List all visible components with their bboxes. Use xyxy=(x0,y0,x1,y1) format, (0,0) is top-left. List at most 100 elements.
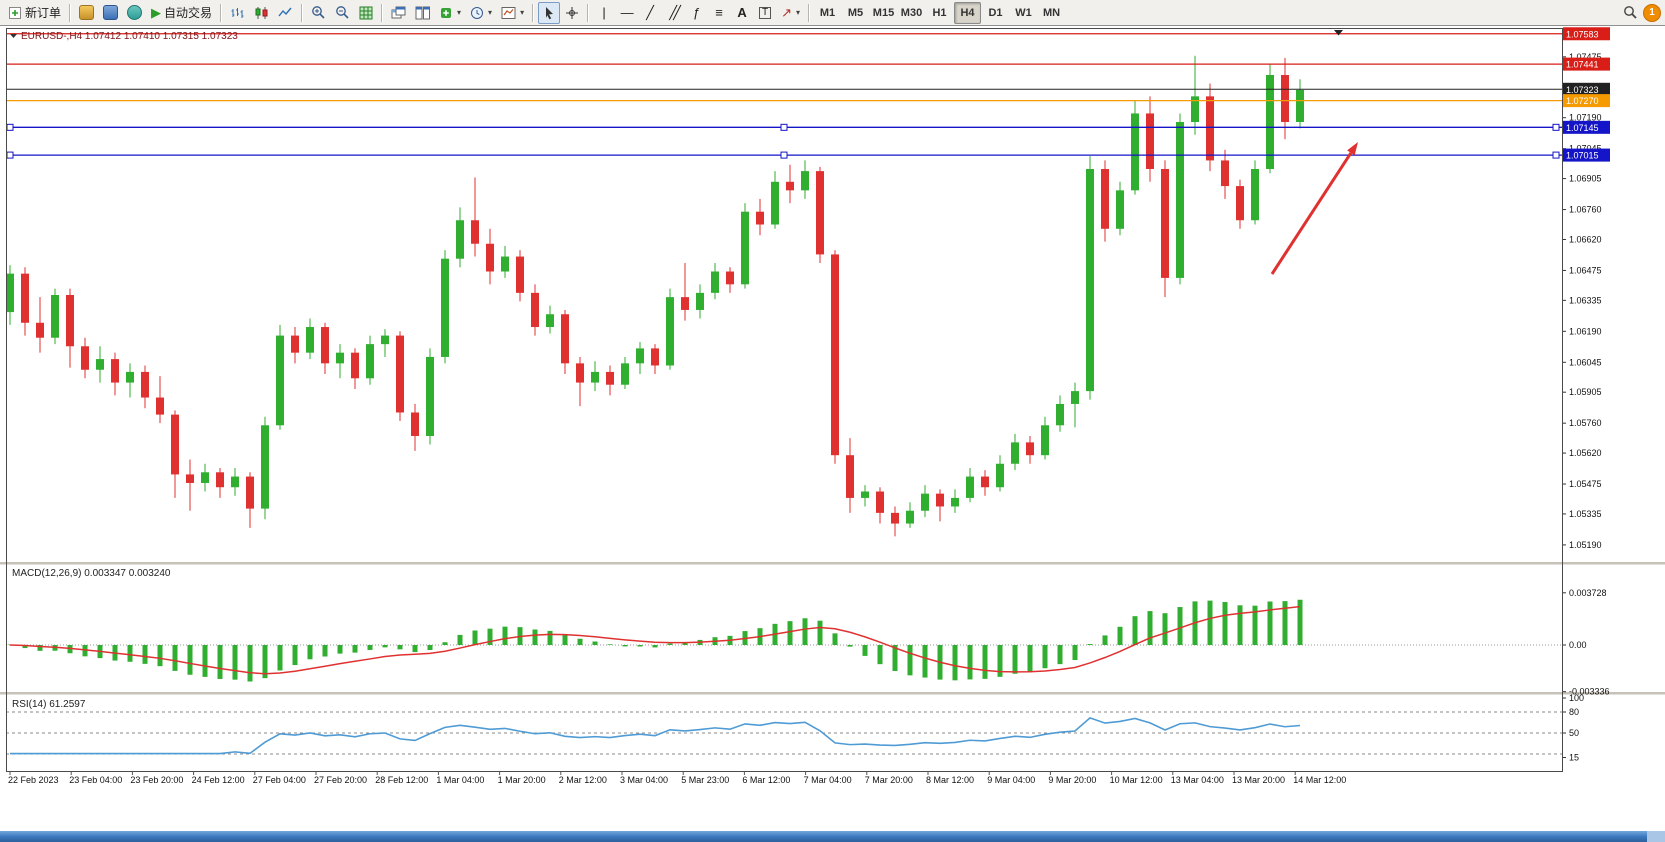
channel-icon: ╱╱ xyxy=(669,5,680,20)
toolbar-separator xyxy=(532,3,535,22)
timeframe-d1[interactable]: D1 xyxy=(982,2,1009,24)
price-axis[interactable]: 1.074751.073301.071901.070451.069051.067… xyxy=(1562,27,1610,763)
price-tick: 1.06335 xyxy=(1569,295,1602,305)
timeframe-m15[interactable]: M15 xyxy=(870,2,897,24)
text-tool-button[interactable]: A xyxy=(731,2,753,24)
rsi-axis-label: 100 xyxy=(1569,693,1584,703)
community-button[interactable] xyxy=(123,2,146,24)
price-tick: 1.05335 xyxy=(1569,509,1602,519)
price-tag-1.07145 xyxy=(1563,120,1610,134)
crosshair-tool-button[interactable] xyxy=(561,2,583,24)
toolbar-separator xyxy=(381,3,384,22)
add-indicator-icon xyxy=(441,7,452,18)
price-tick: 1.06760 xyxy=(1569,205,1602,215)
search-button[interactable] xyxy=(1619,2,1642,24)
price-tag-1.07583 xyxy=(1563,27,1610,41)
time-tick: 23 Feb 04:00 xyxy=(69,775,122,785)
new-order-button[interactable]: 新订单 xyxy=(4,2,65,24)
fibonacci-icon: ƒ xyxy=(692,5,700,20)
fibonacci-tool-button[interactable]: ƒ xyxy=(685,2,707,24)
chart-shift-marker[interactable] xyxy=(1334,30,1343,36)
price-tick: 1.06620 xyxy=(1569,234,1602,244)
clock-icon xyxy=(471,6,484,19)
toolbar-separator xyxy=(220,3,223,22)
timeframe-m5[interactable]: M5 xyxy=(842,2,869,24)
time-tick: 5 Mar 23:00 xyxy=(681,775,729,785)
template-chart-icon xyxy=(501,6,516,19)
line-handle[interactable] xyxy=(780,151,788,159)
timeframe-m1[interactable]: M1 xyxy=(814,2,841,24)
price-tick: 1.07190 xyxy=(1569,113,1602,123)
terminal-button[interactable] xyxy=(99,2,122,24)
timeframe-mn[interactable]: MN xyxy=(1038,2,1065,24)
bar-chart-button[interactable] xyxy=(226,2,249,24)
price-tick: 1.06475 xyxy=(1569,265,1602,275)
time-tick: 22 Feb 2023 xyxy=(8,775,59,785)
line-handle[interactable] xyxy=(6,151,14,159)
macd-axis-label: 0.003728 xyxy=(1569,588,1607,598)
toolbar-separator xyxy=(301,3,304,22)
market-watch-button[interactable] xyxy=(75,2,98,24)
scrollbar-end-cap[interactable] xyxy=(1647,831,1665,842)
pitchfork-icon: ≡ xyxy=(715,5,723,20)
price-tick: 1.05620 xyxy=(1569,448,1602,458)
add-indicator-button[interactable] xyxy=(435,2,465,24)
vertical-line-tool-button[interactable]: | xyxy=(593,2,615,24)
channel-tool-button[interactable]: ╱╱ xyxy=(662,2,684,24)
vertical-line-icon: | xyxy=(602,5,606,20)
new-order-label: 新订单 xyxy=(25,6,62,20)
notification-badge[interactable]: 1 xyxy=(1643,3,1661,22)
symbol-dropdown-icon[interactable] xyxy=(10,34,17,38)
price-tag-1.07270 xyxy=(1563,94,1610,108)
text-icon: A xyxy=(737,5,747,20)
time-tick: 1 Mar 04:00 xyxy=(436,775,484,785)
price-tag-1.07015 xyxy=(1563,148,1610,162)
trend-arrow-head[interactable] xyxy=(1347,142,1358,156)
arrows-tool-button[interactable]: ↗ xyxy=(777,2,804,24)
line-handle[interactable] xyxy=(1552,151,1560,159)
zoom-out-button[interactable] xyxy=(331,2,354,24)
cascade-windows-button[interactable] xyxy=(387,2,410,24)
timeframe-h1[interactable]: H1 xyxy=(926,2,953,24)
timeframe-h4[interactable]: H4 xyxy=(954,1,981,24)
toolbar-separator xyxy=(587,3,590,22)
auto-trading-label: 自动交易 xyxy=(164,6,213,20)
zoom-in-button[interactable] xyxy=(307,2,330,24)
macd-panel: MACD(12,26,9) 0.003347 0.003240 xyxy=(6,568,1562,682)
macd-label: MACD(12,26,9) 0.003347 0.003240 xyxy=(12,568,171,579)
trend-arrow-shaft[interactable] xyxy=(1270,152,1353,275)
candlestick-chart-button[interactable] xyxy=(250,2,273,24)
text-label-tool-button[interactable]: T xyxy=(754,2,776,24)
timeframe-m30[interactable]: M30 xyxy=(898,2,925,24)
price-tick: 1.05760 xyxy=(1569,418,1602,428)
periods-button[interactable] xyxy=(466,2,496,24)
price-tick: 1.07475 xyxy=(1569,52,1602,62)
chart-canvas[interactable]: MACD(12,26,9) 0.003347 0.003240 RSI(14) 6… xyxy=(0,26,1665,831)
rsi-axis-label: 50 xyxy=(1569,728,1579,738)
line-handle[interactable] xyxy=(1552,123,1560,131)
time-tick: 27 Feb 20:00 xyxy=(314,775,367,785)
horizontal-line-tool-button[interactable]: — xyxy=(616,2,638,24)
macd-axis-label: 0.00 xyxy=(1569,640,1587,650)
toolbar-separator xyxy=(69,3,72,22)
cursor-tool-button[interactable] xyxy=(538,1,561,24)
time-axis[interactable]: 22 Feb 2023 23 Feb 04:00 23 Feb 20:00 24 Fe… xyxy=(8,771,1346,786)
trendline-tool-button[interactable]: ╱ xyxy=(639,2,661,24)
horizontal-scrollbar[interactable] xyxy=(0,831,1665,842)
coins-icon xyxy=(79,5,95,20)
rsi-line xyxy=(10,716,1301,755)
rsi-panel: RSI(14) 61.2597 xyxy=(6,699,1562,755)
play-icon: ▶ xyxy=(151,5,162,20)
indicators-button[interactable] xyxy=(355,2,377,24)
text-label-icon: T xyxy=(759,6,772,19)
auto-trading-button[interactable]: ▶ 自动交易 xyxy=(147,2,216,24)
time-tick: 7 Mar 04:00 xyxy=(804,775,852,785)
tile-windows-button[interactable] xyxy=(411,2,434,24)
time-tick: 14 Mar 12:00 xyxy=(1293,775,1346,785)
line-handle[interactable] xyxy=(6,123,14,131)
line-handle[interactable] xyxy=(780,123,788,131)
timeframe-w1[interactable]: W1 xyxy=(1010,2,1037,24)
templates-button[interactable] xyxy=(497,2,528,24)
andrews-pitchfork-button[interactable]: ≡ xyxy=(708,2,730,24)
line-chart-button[interactable] xyxy=(274,2,297,24)
